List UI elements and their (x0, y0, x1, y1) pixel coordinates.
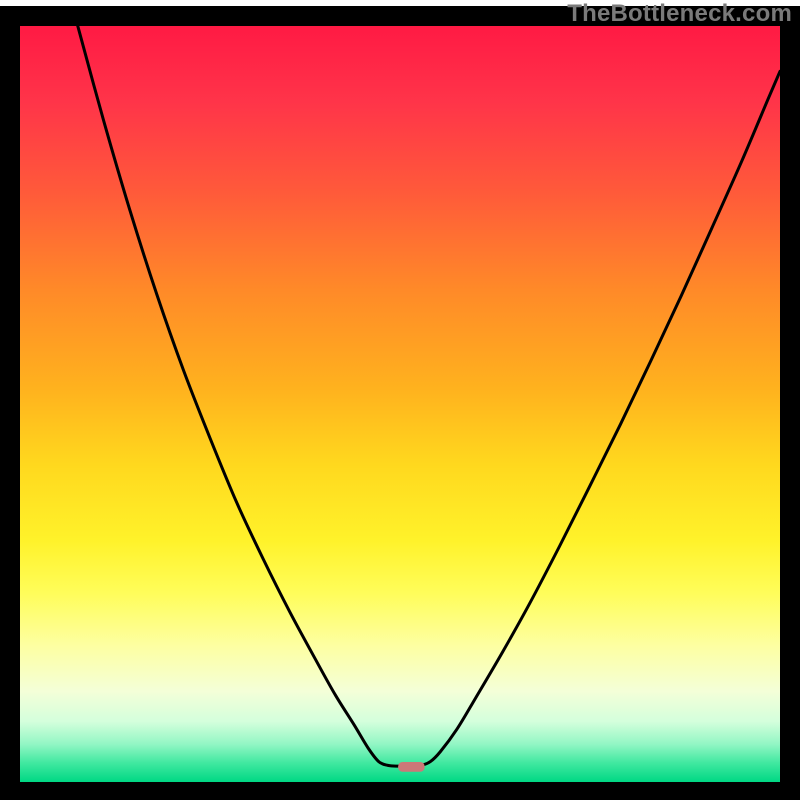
bottleneck-chart (0, 0, 800, 800)
chart-container: TheBottleneck.com (0, 0, 800, 800)
optimum-marker (398, 762, 425, 772)
chart-background (20, 26, 780, 782)
watermark-text: TheBottleneck.com (567, 0, 792, 28)
